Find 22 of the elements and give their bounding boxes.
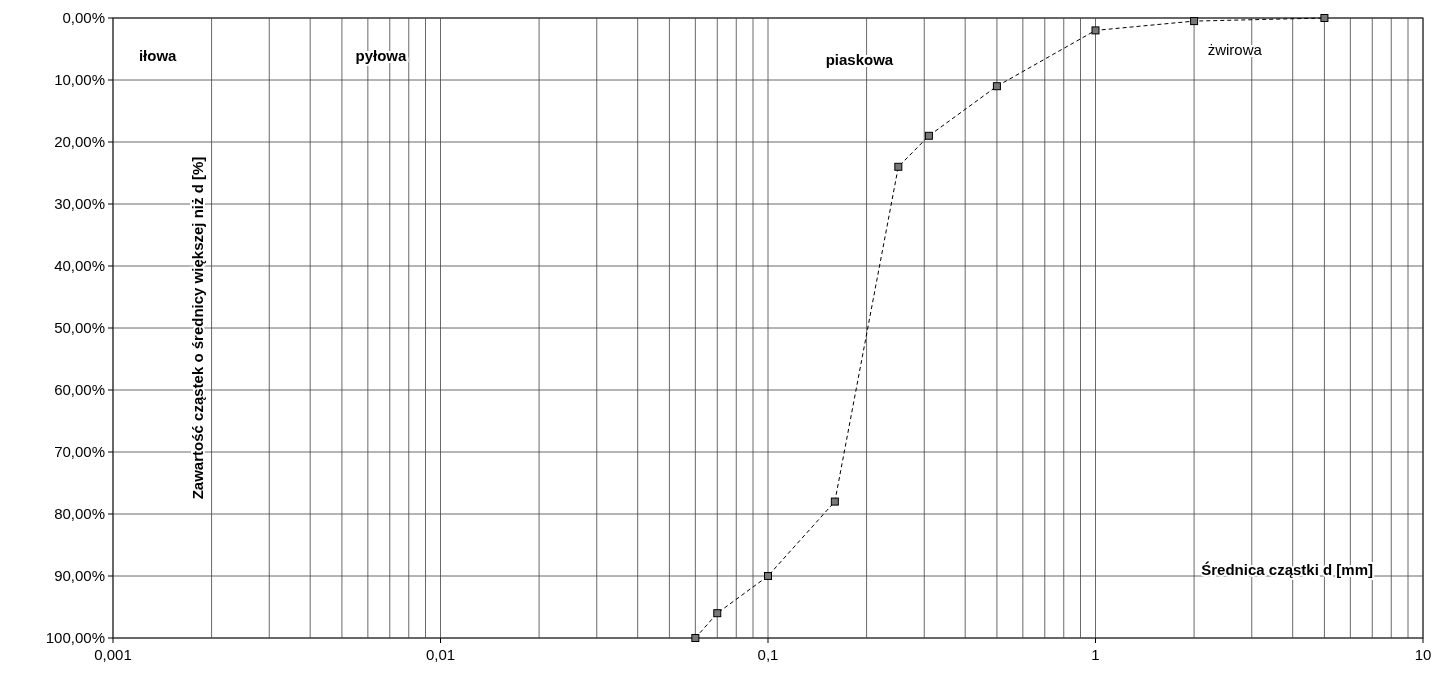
y-tick-label: 100,00% [45,629,105,646]
y-tick-label: 80,00% [54,505,105,522]
y-tick-label: 90,00% [54,567,105,584]
y-tick-label: 60,00% [54,381,105,398]
x-tick-label: 0,001 [94,646,132,663]
y-axis-title: Zawartość cząstek o średnicy większej niż d [%] [189,156,206,500]
y-tick-label: 70,00% [54,443,105,460]
x-tick-label: 0,01 [425,646,456,663]
y-tick-label: 10,00% [54,71,105,88]
annotation: pyłowa [355,47,407,65]
x-tick-label: 1 [1091,646,1100,663]
x-tick-label: 0,1 [757,646,779,663]
annotation: iłowa [138,47,178,65]
y-tick-label: 20,00% [54,133,105,150]
annotation: piaskowa [825,50,894,68]
x-axis-title: Średnica cząstki d [mm] [1201,560,1373,578]
y-tick-label: 0,00% [62,9,105,26]
y-tick-label: 30,00% [54,195,105,212]
y-tick-label: 40,00% [54,257,105,274]
x-tick-label: 10 [1414,646,1432,663]
annotation: żwirowa [1207,41,1263,59]
y-tick-label: 50,00% [54,319,105,336]
